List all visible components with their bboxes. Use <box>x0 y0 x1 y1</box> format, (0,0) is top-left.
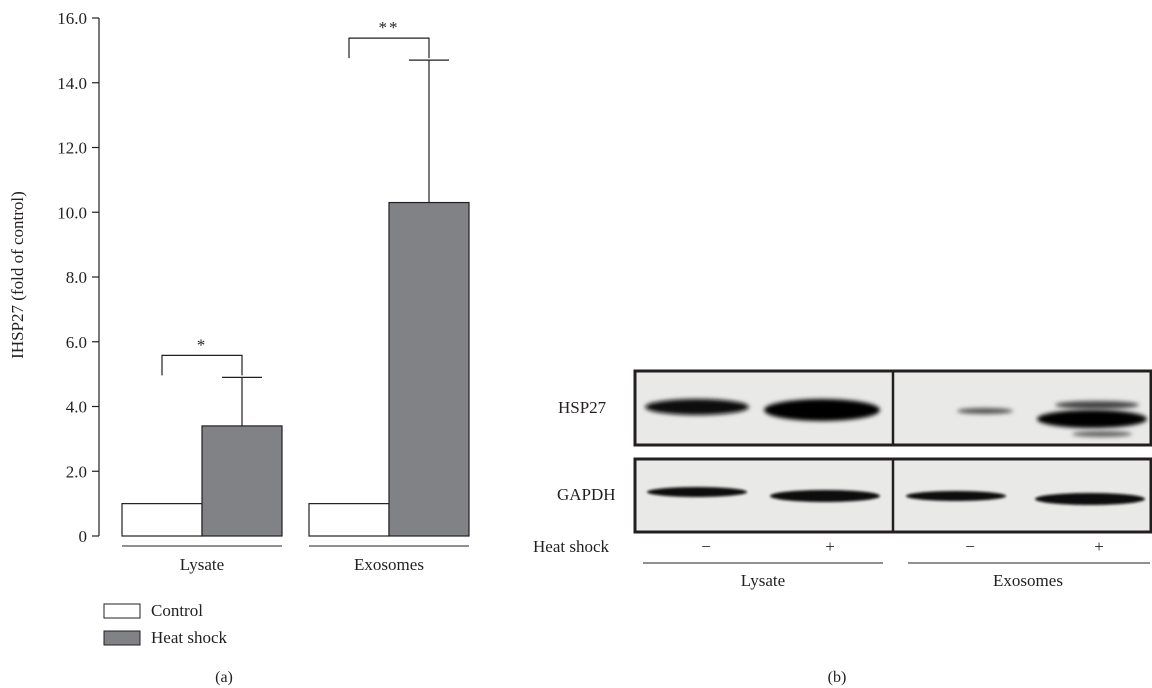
lane-sign-2: + <box>825 537 835 556</box>
band-hsp27-lysate-control <box>645 399 749 415</box>
lane-sign-1: − <box>701 537 711 556</box>
y-tick-label: 12.0 <box>57 139 87 158</box>
y-tick-label: 0 <box>79 527 88 546</box>
band-gapdh-exosome-heat <box>1035 493 1145 505</box>
x-category-labels: Lysate Exosomes <box>122 545 469 574</box>
band-gapdh-lysate-control <box>647 487 747 497</box>
group-label-lysate: Lysate <box>741 571 785 590</box>
blot-strip-hsp27 <box>633 369 1152 447</box>
bars <box>121 59 470 537</box>
blot-row-label-hsp27: HSP27 <box>558 398 607 417</box>
legend-swatch-heat-shock <box>103 630 141 646</box>
panel-label-b: (b) <box>828 669 847 686</box>
blot-row-label-gapdh: GAPDH <box>557 485 616 504</box>
bar-chart-panel-a: IHSP27 (fold of control) 0 2.0 4.0 6.0 8.0 10… <box>8 9 470 686</box>
y-axis-label: IHSP27 (fold of control) <box>8 191 27 359</box>
significance-brackets: *** <box>161 18 430 376</box>
bar-exosomes-control <box>308 503 390 537</box>
lane-sign-4: + <box>1094 537 1104 556</box>
legend: Control Heat shock <box>103 601 228 647</box>
band-hsp27-exosome-heat-upper <box>1055 401 1139 409</box>
x-category-label: Lysate <box>180 555 224 574</box>
y-tick-label: 8.0 <box>66 268 87 287</box>
significance-bracket <box>348 37 430 59</box>
band-hsp27-exosome-heat <box>1037 410 1147 428</box>
significance-marker: ** <box>379 18 400 37</box>
group-label-exosomes: Exosomes <box>993 571 1063 590</box>
y-tick-label: 6.0 <box>66 333 87 352</box>
y-tick-label: 10.0 <box>57 203 87 222</box>
legend-label-heat-shock: Heat shock <box>151 628 228 647</box>
y-tick-label: 2.0 <box>66 462 87 481</box>
panel-label-a: (a) <box>215 669 233 686</box>
band-hsp27-lysate-heat <box>764 399 880 421</box>
y-tick-label: 4.0 <box>66 398 87 417</box>
y-tick-label: 14.0 <box>57 74 87 93</box>
y-tick-label: 16.0 <box>57 9 87 28</box>
legend-label-control: Control <box>151 601 203 620</box>
band-hsp27-exosome-control <box>957 408 1013 414</box>
legend-swatch-control <box>103 603 141 619</box>
bar-lysate-heat-shock <box>201 425 283 537</box>
blot-strip-gapdh <box>633 457 1152 534</box>
lane-sign-3: − <box>965 537 975 556</box>
band-gapdh-lysate-heat <box>770 490 880 502</box>
y-ticks: 0 2.0 4.0 6.0 8.0 10.0 12.0 14.0 16.0 <box>57 9 99 546</box>
band-gapdh-exosome-control <box>906 491 1006 501</box>
band-hsp27-exosome-heat-lower <box>1072 431 1132 437</box>
condition-label-heat-shock: Heat shock <box>533 537 610 556</box>
bar-lysate-control <box>121 503 203 537</box>
significance-bracket <box>161 354 243 376</box>
x-category-label: Exosomes <box>354 555 424 574</box>
western-blot-panel-b: HSP27 GAPDH Heat shock − + − + <box>533 369 1152 686</box>
significance-marker: * <box>197 335 208 354</box>
bar-exosomes-heat-shock <box>388 201 470 537</box>
